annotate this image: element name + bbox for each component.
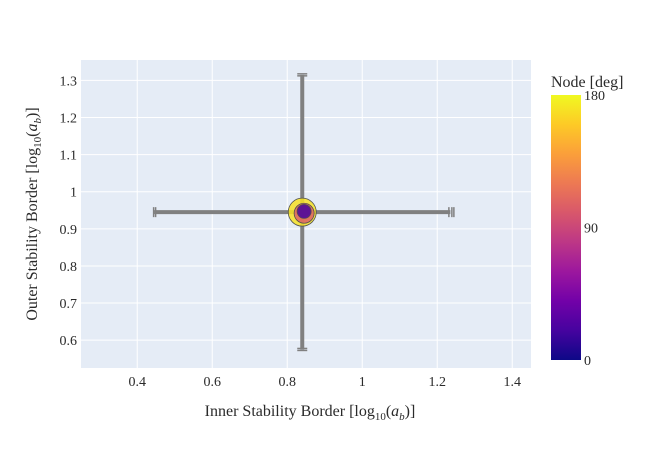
y-tick-label: 1 bbox=[70, 186, 77, 201]
colorbar-tick-label: 90 bbox=[584, 222, 598, 237]
y-tick-label: 0.6 bbox=[60, 334, 78, 349]
colorbar bbox=[551, 95, 581, 360]
y-axis-label: Outer Stability Border [log10(ab)] bbox=[24, 107, 44, 320]
colorbar-tick-label: 180 bbox=[584, 89, 605, 104]
y-tick-label: 0.8 bbox=[60, 260, 78, 275]
x-tick-label: 0.8 bbox=[279, 375, 297, 390]
x-tick-label: 1 bbox=[359, 375, 366, 390]
data-point bbox=[296, 204, 312, 219]
y-tick-label: 1.1 bbox=[60, 149, 78, 164]
data-markers bbox=[287, 197, 317, 227]
y-tick-label: 0.9 bbox=[60, 223, 78, 238]
y-axis-ticks: 0.6 0.7 0.8 0.9 1 1.1 1.2 1.3 bbox=[60, 74, 78, 349]
x-tick-label: 1.4 bbox=[504, 375, 522, 390]
colorbar-tick-label: 0 bbox=[584, 354, 591, 369]
x-tick-label: 0.4 bbox=[129, 375, 147, 390]
y-tick-label: 1.2 bbox=[60, 112, 78, 127]
y-tick-label: 0.7 bbox=[60, 297, 78, 312]
x-tick-label: 0.6 bbox=[204, 375, 222, 390]
y-tick-label: 1.3 bbox=[60, 74, 78, 89]
x-axis-ticks: 0.4 0.6 0.8 1 1.2 1.4 bbox=[129, 375, 522, 390]
colorbar-title: Node [deg] bbox=[551, 74, 623, 91]
x-tick-label: 1.2 bbox=[429, 375, 447, 390]
x-axis-label: Inner Stability Border [log10(ab)] bbox=[205, 403, 416, 423]
colorbar-ticks: 0 90 180 bbox=[584, 89, 605, 369]
